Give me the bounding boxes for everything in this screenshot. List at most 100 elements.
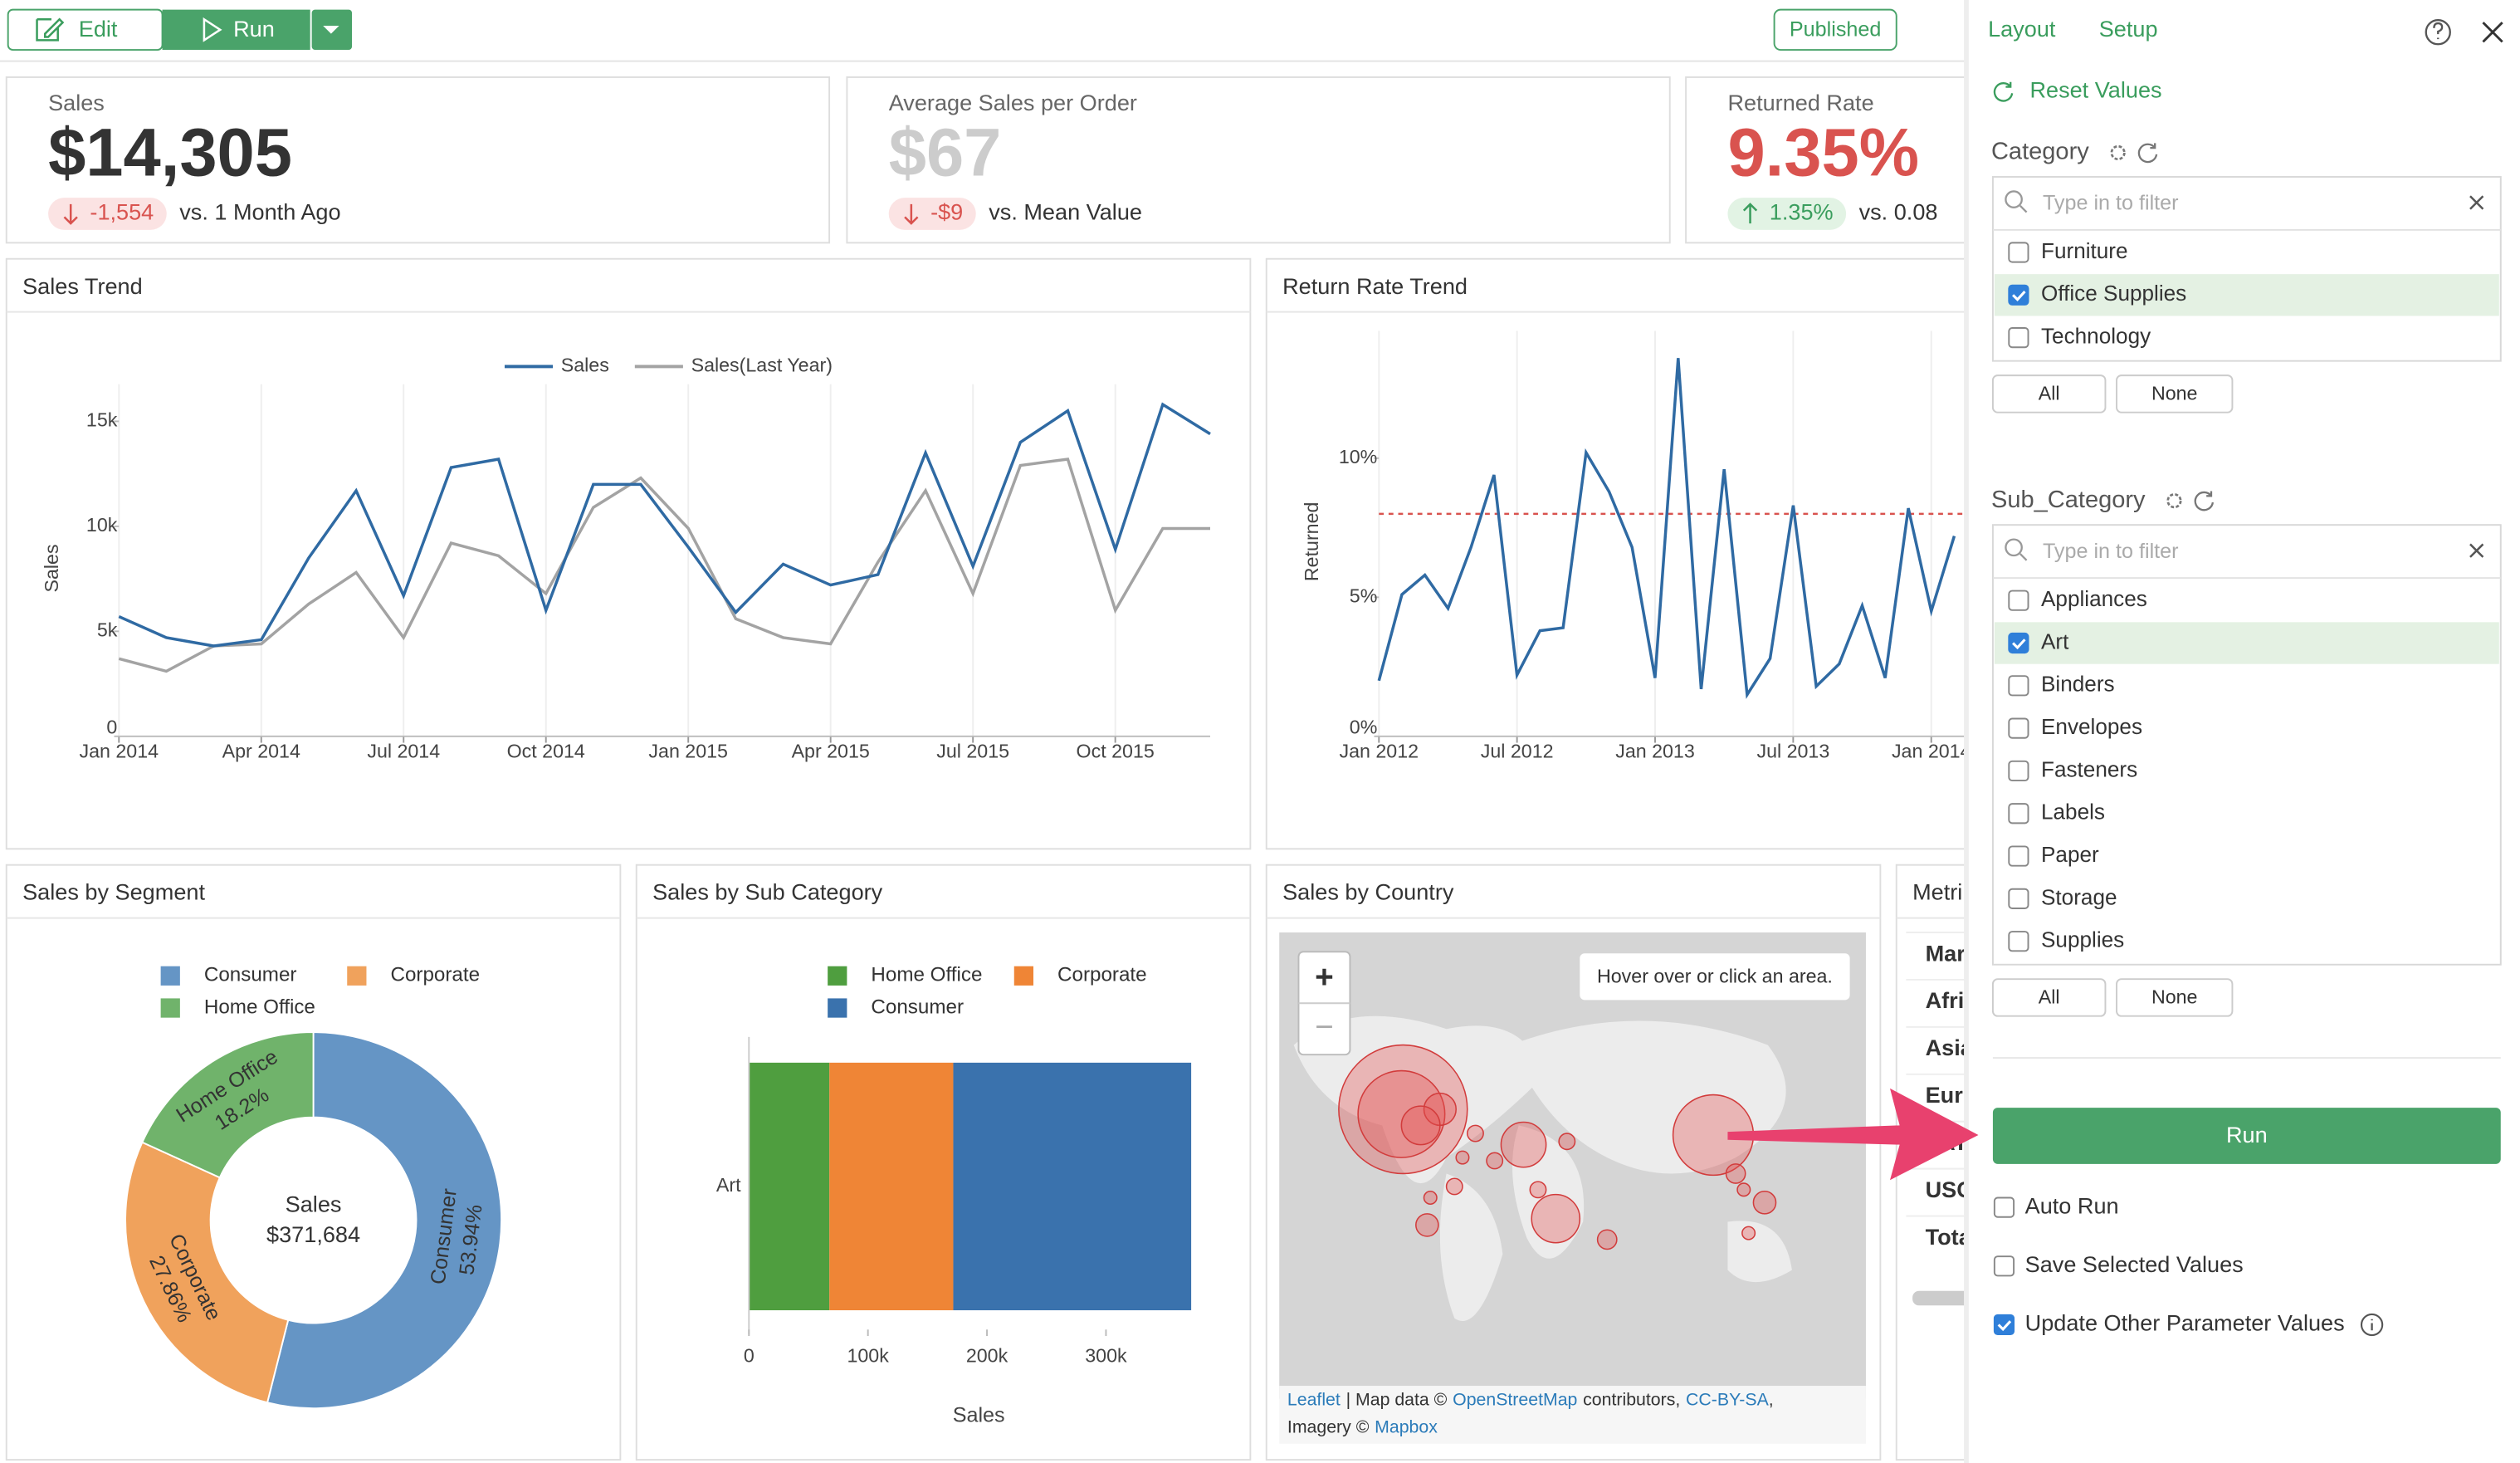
all-button[interactable] <box>1991 978 2107 1017</box>
option-label[interactable]: Fasteners <box>2041 756 2137 781</box>
clear-icon[interactable] <box>2469 543 2484 558</box>
panel-run-label[interactable]: Run <box>2226 1122 2268 1147</box>
none-label[interactable]: None <box>2151 383 2198 404</box>
option-box <box>1991 176 2502 362</box>
help-icon[interactable] <box>2425 19 2451 46</box>
published-button[interactable] <box>1773 8 1897 51</box>
option-label[interactable]: Envelopes <box>2041 714 2142 739</box>
checkbox[interactable] <box>2008 888 2029 909</box>
search-icon-handle <box>2019 205 2028 213</box>
attribution-link[interactable]: CC-BY-SA <box>1686 1389 1770 1409</box>
x-tick-label: 0 <box>744 1344 755 1366</box>
none-button[interactable] <box>2116 374 2234 413</box>
edit-label[interactable]: Edit <box>79 16 118 42</box>
panel-run-button[interactable] <box>1992 1108 2501 1164</box>
all-button[interactable] <box>1991 374 2107 413</box>
run-button[interactable] <box>162 9 310 51</box>
bar-segment <box>953 1062 1192 1311</box>
refresh-icon[interactable] <box>2194 491 2215 511</box>
panel-title: Sales by Sub Category <box>652 879 883 905</box>
attribution-link[interactable]: OpenStreetMap <box>1453 1389 1577 1409</box>
legend-label: Sales(Last Year) <box>691 355 833 376</box>
run-label[interactable]: Run <box>233 16 275 42</box>
checkbox[interactable] <box>2008 284 2029 306</box>
attribution-link[interactable]: Mapbox <box>1375 1417 1438 1436</box>
filter-input[interactable]: Type in to filter <box>2043 192 2179 215</box>
x-tick-label: Jul 2015 <box>936 740 1009 761</box>
checkbox[interactable] <box>2008 327 2029 349</box>
none-button[interactable] <box>2116 978 2234 1017</box>
all-label[interactable]: All <box>2039 986 2060 1008</box>
option-label[interactable]: Technology <box>2041 324 2151 349</box>
checkbox[interactable] <box>2008 760 2029 782</box>
donut-slice <box>141 1031 315 1179</box>
attribution-link[interactable]: Leaflet <box>1287 1389 1341 1409</box>
y-tick-label: 10k <box>86 514 118 536</box>
checkbox[interactable] <box>1993 1255 2015 1277</box>
checkbox[interactable] <box>2008 803 2029 824</box>
checkbox[interactable] <box>2008 845 2029 867</box>
kpi-delta-pill <box>48 198 167 230</box>
option-label[interactable]: Art <box>2041 629 2069 653</box>
checkmark <box>2012 291 2026 301</box>
option-label[interactable]: Labels <box>2041 800 2105 824</box>
metric-row-label: Afri <box>1926 987 1965 1013</box>
setting-label[interactable]: Update Other Parameter Values <box>2025 1310 2345 1336</box>
all-label[interactable]: All <box>2039 383 2060 404</box>
hover-hint: Hover over or click an area. <box>1597 965 1833 986</box>
option-label[interactable]: Binders <box>2041 672 2115 697</box>
checkbox[interactable] <box>2008 242 2029 263</box>
checkbox[interactable] <box>2008 590 2029 611</box>
selected-row <box>1994 622 2499 664</box>
panel-title: Metri <box>1912 879 1962 905</box>
zoom-out[interactable]: − <box>1315 1009 1334 1045</box>
filter-input[interactable]: Type in to filter <box>2043 540 2179 563</box>
setting-label[interactable]: Save Selected Values <box>2025 1251 2244 1277</box>
settings-icon[interactable] <box>2110 144 2126 161</box>
published-label[interactable]: Published <box>1790 17 1882 41</box>
option-label[interactable]: Office Supplies <box>2041 281 2186 306</box>
refresh-icon[interactable] <box>2137 143 2158 164</box>
checkbox[interactable] <box>1993 1196 2015 1218</box>
reset-values[interactable]: Reset Values <box>2029 77 2161 103</box>
option-box <box>1991 524 2502 966</box>
option-label[interactable]: Furniture <box>2041 238 2128 263</box>
series-line <box>118 402 1211 648</box>
option-label[interactable]: Storage <box>2041 884 2117 909</box>
series-line <box>118 457 1210 673</box>
map-bubble <box>1500 1121 1547 1168</box>
option-label[interactable]: Supplies <box>2041 927 2124 952</box>
bar-segment <box>829 1062 954 1311</box>
close-icon[interactable] <box>2482 22 2503 43</box>
kpi-compare: vs. 0.08 <box>1859 199 1938 225</box>
checkbox[interactable] <box>1993 1314 2015 1336</box>
checkbox[interactable] <box>2008 675 2029 697</box>
kpi-delta-arrow <box>1742 203 1758 224</box>
setting-label[interactable]: Auto Run <box>2025 1192 2119 1218</box>
kpi-delta: -$9 <box>930 199 963 225</box>
tab[interactable]: Layout <box>1988 16 2056 42</box>
tab[interactable]: Setup <box>2099 16 2158 42</box>
option-label[interactable]: Paper <box>2041 842 2099 867</box>
checkbox[interactable] <box>2008 717 2029 739</box>
kpi-value: $14,305 <box>48 115 292 190</box>
reset-icon[interactable] <box>1993 81 2014 102</box>
x-axis-label: Sales <box>953 1403 1005 1426</box>
kpi-title: Sales <box>48 90 105 115</box>
none-label[interactable]: None <box>2151 986 2198 1008</box>
checkbox[interactable] <box>2008 931 2029 952</box>
selected-row <box>1994 274 2499 316</box>
checkmark <box>2012 639 2026 650</box>
kpi-title: Average Sales per Order <box>889 90 1137 115</box>
option-label[interactable]: Appliances <box>2041 586 2147 611</box>
donut-center-label: Sales <box>286 1191 342 1216</box>
clear-icon[interactable] <box>2469 195 2484 210</box>
panel-title: Sales Trend <box>22 273 143 299</box>
kpi-title: Returned Rate <box>1727 90 1873 115</box>
kpi-compare: vs. 1 Month Ago <box>179 199 340 225</box>
run-icon <box>203 17 222 42</box>
settings-icon[interactable] <box>2166 493 2182 509</box>
zoom-in[interactable]: + <box>1315 959 1334 995</box>
legend-label: Consumer <box>204 964 297 986</box>
checkbox[interactable] <box>2008 632 2029 654</box>
